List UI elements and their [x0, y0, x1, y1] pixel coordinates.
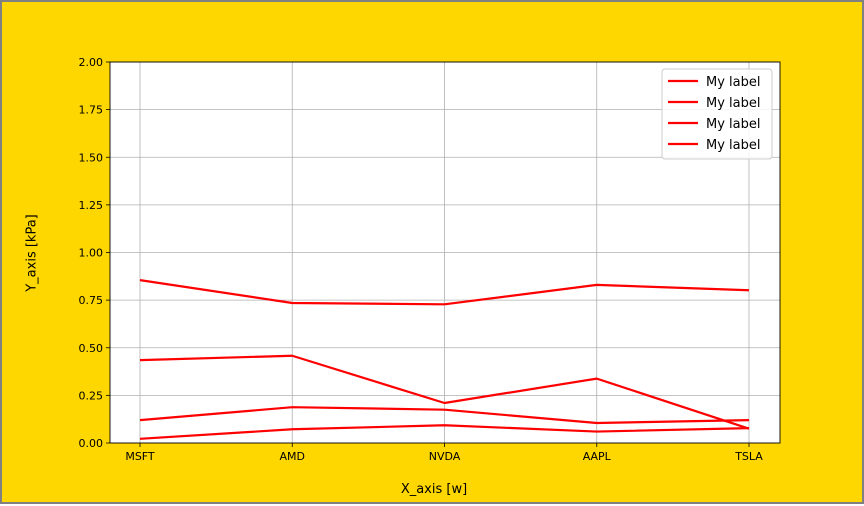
legend-label: My label — [706, 138, 760, 153]
y-axis-label: Y_axis [kPa] — [24, 214, 40, 292]
y-tick-label: 0.00 — [79, 437, 104, 450]
y-tick-label: 1.75 — [79, 104, 104, 117]
legend-label: My label — [706, 96, 760, 111]
y-tick-label: 1.50 — [79, 151, 104, 164]
plot-border — [109, 61, 781, 444]
x-tick-label: AMD — [280, 450, 306, 463]
x-tick-label: AAPL — [583, 450, 612, 463]
y-tick-label: 0.50 — [79, 342, 104, 355]
legend-label: My label — [706, 75, 760, 90]
legend-box — [661, 68, 773, 160]
x-tick-label: NVDA — [429, 450, 461, 463]
y-tick-label: 1.25 — [79, 199, 104, 212]
legend-label: My label — [706, 117, 760, 132]
series-line-4 — [139, 424, 750, 440]
series-line-2 — [139, 354, 750, 430]
y-tick-label: 2.00 — [79, 56, 104, 69]
x-tick-label: MSFT — [125, 450, 155, 463]
x-axis-label: X_axis [w] — [400, 482, 468, 497]
series-line-3 — [139, 406, 750, 425]
x-tick-label: TSLA — [734, 450, 763, 463]
y-tick-label: 0.25 — [79, 389, 104, 402]
series-line-1 — [139, 279, 750, 306]
y-tick-label: 1.00 — [79, 247, 104, 260]
y-tick-label: 0.75 — [79, 294, 104, 307]
